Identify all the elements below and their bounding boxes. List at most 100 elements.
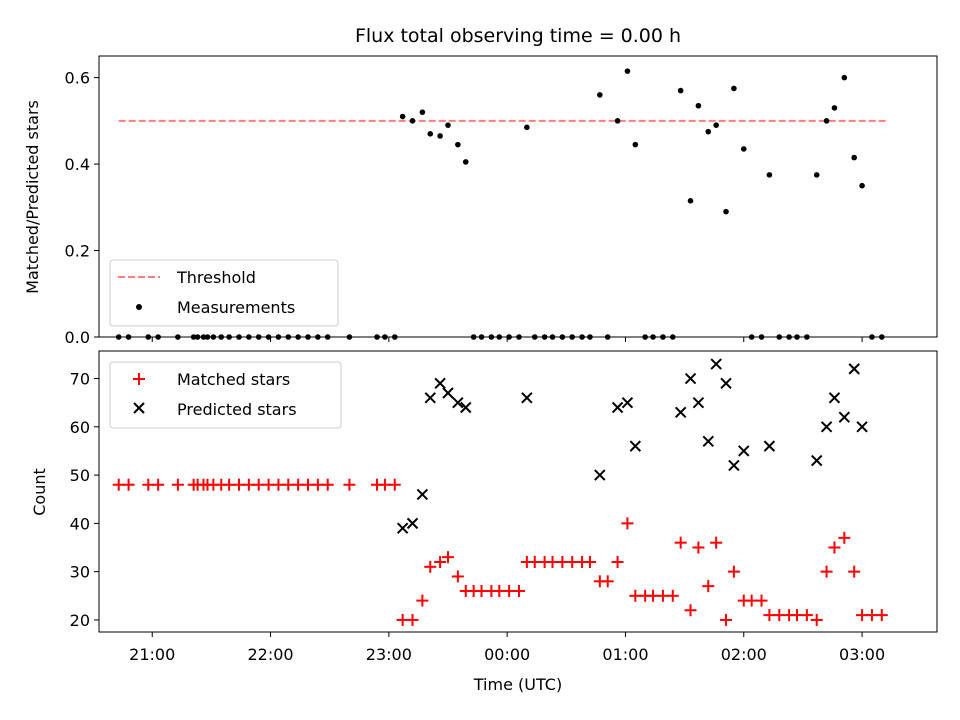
matched-star-point — [583, 555, 596, 568]
count-x-axis: 21:00 22:00 23:00 00:00 01:00 02:00 03:00 — [129, 632, 885, 664]
count-x-tick-label: 23:00 — [366, 645, 412, 664]
matched-star-point — [512, 584, 525, 597]
predicted-star-point — [692, 396, 705, 409]
predicted-star-point — [828, 392, 841, 404]
ratio-y-tick-label: 0.4 — [65, 155, 90, 174]
measurement-point — [841, 74, 848, 81]
count-x-tick-label: 00:00 — [484, 645, 530, 664]
ratio-y-tick-label: 0.6 — [65, 69, 90, 88]
legend-predicted-swatch — [133, 402, 145, 414]
measurement-point — [723, 208, 729, 215]
ratio-legend[interactable]: Threshold Measurements — [109, 259, 339, 327]
ratio-y-axis-label: Matched/Predicted stars — [23, 100, 42, 294]
measurement-point — [859, 182, 865, 189]
matched-star-point — [122, 478, 135, 491]
predicted-star-point — [442, 387, 454, 399]
measurement-point — [462, 159, 469, 165]
count-x-tick-label: 01:00 — [602, 645, 648, 664]
matched-star-point — [710, 536, 723, 549]
matched-star-point — [727, 565, 740, 578]
measurement-point — [731, 85, 737, 92]
matched-star-point — [755, 594, 768, 607]
measurement-point — [740, 146, 747, 152]
matched-star-point — [171, 478, 184, 491]
matched-star-point — [666, 589, 679, 602]
measurement-point — [427, 131, 434, 137]
predicted-star-point — [416, 488, 429, 501]
ratio-legend-box — [109, 259, 339, 327]
legend-matched-swatch — [133, 373, 145, 385]
predicted-star-point — [763, 440, 776, 452]
predicted-star-point — [838, 411, 851, 423]
matched-star-point — [424, 560, 437, 573]
matched-star-point — [702, 580, 715, 593]
predicted-star-point — [856, 421, 868, 433]
predicted-star-point — [684, 372, 697, 385]
count-y-tick-label: 60 — [70, 418, 90, 437]
matched-star-point — [828, 541, 841, 554]
ratio-y-tick-label: 0.0 — [65, 328, 90, 347]
matched-star-point — [152, 478, 165, 491]
legend-matched-label: Matched stars — [177, 370, 290, 389]
predicted-star-point — [611, 401, 624, 414]
measurement-point — [766, 172, 773, 178]
predicted-star-point — [811, 454, 823, 467]
matched-star-point — [611, 555, 624, 568]
predicted-star-point — [674, 406, 687, 419]
measurement-point — [437, 133, 443, 139]
count-y-tick-label: 70 — [70, 370, 90, 389]
matched-star-point — [434, 555, 447, 568]
count-legend-box — [109, 361, 342, 429]
count-y-axis: 20 30 40 50 60 70 — [70, 370, 99, 630]
count-x-tick-label: 21:00 — [129, 645, 175, 664]
count-x-tick-label: 03:00 — [839, 645, 885, 664]
count-y-tick-label: 40 — [70, 514, 90, 533]
legend-predicted-label: Predicted stars — [177, 400, 297, 419]
measurement-point — [713, 122, 719, 128]
measurement-point — [399, 113, 406, 120]
predicted-star-point — [594, 469, 606, 481]
matched-star-point — [343, 478, 356, 491]
predicted-star-point — [629, 440, 642, 452]
matched-star-point — [674, 536, 687, 549]
predicted-star-point — [820, 421, 833, 433]
measurement-point — [831, 105, 838, 111]
matched-star-point — [875, 609, 888, 622]
chart-title: Flux total observing time = 0.00 h — [355, 25, 681, 47]
matched-star-point — [838, 531, 851, 544]
predicted-star-point — [728, 459, 740, 472]
matched-star-point — [406, 613, 419, 626]
predicted-star-point — [396, 522, 409, 534]
matched-star-point — [451, 570, 464, 583]
predicted-star-point — [460, 401, 472, 414]
measurement-point — [632, 141, 639, 148]
predicted-star-point — [738, 445, 750, 457]
measurement-point — [419, 109, 426, 115]
measurement-point — [705, 128, 712, 135]
matched-star-point — [416, 594, 429, 607]
x-axis-label: Time (UTC) — [473, 675, 562, 694]
matched-star-point — [800, 609, 813, 622]
ratio-panel: 0.0 0.2 0.4 0.6 Matched/Predicted stars Thr… — [23, 55, 938, 347]
ratio-axes-frame — [98, 55, 938, 338]
matched-star-point — [720, 613, 733, 626]
predicted-star-point — [424, 392, 436, 404]
matched-star-point — [848, 565, 861, 578]
count-x-tick-label: 22:00 — [247, 645, 293, 664]
predicted-star-point — [848, 363, 860, 375]
matched-star-point — [810, 613, 823, 626]
measurement-point — [409, 118, 416, 124]
count-y-axis-label: Count — [30, 468, 49, 516]
matched-star-point — [388, 478, 401, 491]
matched-star-point — [621, 517, 634, 530]
matched-star-point — [442, 551, 455, 564]
measurement-point — [455, 141, 461, 148]
count-x-tick-label: 02:00 — [721, 645, 767, 664]
measurement-point — [687, 198, 694, 204]
measurement-point — [524, 124, 530, 131]
matched-star-point — [321, 478, 334, 491]
count-panel: 20 30 40 50 60 70 21:00 22:00 23:00 00:00 01:00 02… — [30, 350, 938, 694]
count-legend[interactable]: Matched stars Predicted stars — [109, 361, 342, 429]
count-y-tick-label: 50 — [70, 466, 90, 485]
